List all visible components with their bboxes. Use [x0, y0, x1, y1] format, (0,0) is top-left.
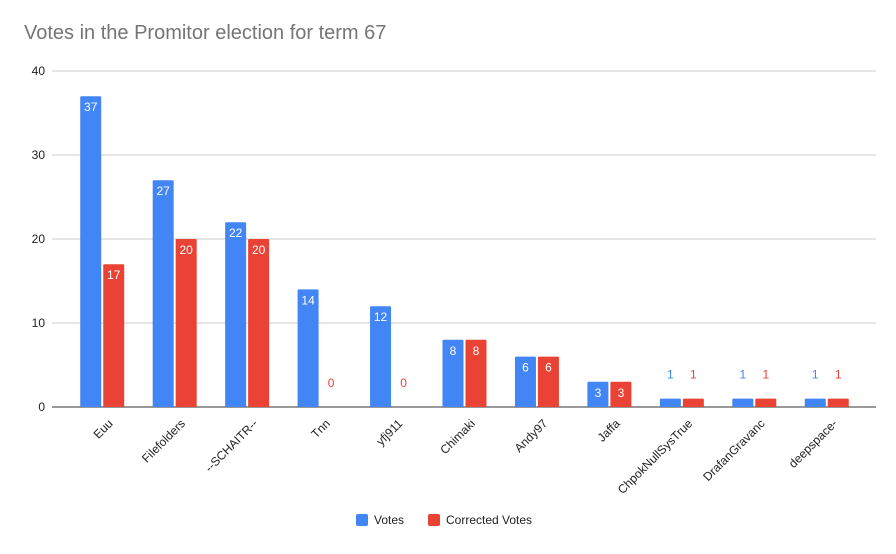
data-label: 1	[812, 368, 819, 382]
x-tick-label: Filefolders	[139, 416, 188, 465]
legend-swatch-corrected-votes	[428, 514, 440, 526]
data-label: 1	[739, 368, 746, 382]
data-label: 1	[667, 368, 674, 382]
y-tick-label: 30	[32, 148, 46, 162]
bar-votes	[587, 381, 609, 407]
x-tick-label: deepspace-	[786, 416, 840, 470]
bar-votes	[225, 222, 247, 407]
bar-corrected-votes	[103, 264, 125, 407]
legend-label-votes: Votes	[374, 513, 405, 527]
data-label: 27	[157, 184, 171, 198]
x-tick-label: Andy97	[512, 416, 551, 455]
data-label: 17	[107, 268, 121, 282]
bar-votes	[442, 339, 464, 407]
data-label: 1	[835, 368, 842, 382]
data-label: 1	[690, 368, 697, 382]
data-label: 8	[473, 344, 480, 358]
bar-corrected-votes	[755, 398, 777, 407]
bar-corrected-votes	[465, 339, 487, 407]
bar-votes	[370, 306, 392, 407]
x-tick-label: DrafanGravanc	[700, 416, 767, 483]
data-label: 37	[84, 100, 98, 114]
bar-corrected-votes	[175, 239, 197, 407]
x-tick-label: Jaffa	[595, 416, 623, 444]
y-tick-label: 40	[32, 64, 46, 78]
x-tick-label: Euu	[91, 416, 116, 441]
bar-votes	[659, 398, 681, 407]
y-tick-label: 0	[38, 400, 45, 414]
legend-item-votes[interactable]: Votes	[356, 513, 404, 527]
legend-swatch-votes	[356, 514, 368, 526]
data-label: 0	[400, 376, 407, 390]
bar-votes	[80, 96, 102, 407]
x-tick-label: Tnn	[308, 416, 333, 441]
data-label: 6	[522, 361, 529, 375]
x-tick-label: yfj911	[373, 416, 405, 448]
legend-item-corrected-votes[interactable]: Corrected Votes	[428, 513, 532, 527]
bar-corrected-votes	[827, 398, 849, 407]
x-tick-label: Chimaki	[437, 416, 478, 457]
data-label: 1	[762, 368, 769, 382]
data-label: 6	[545, 361, 552, 375]
bar-votes	[804, 398, 826, 407]
bar-corrected-votes	[610, 381, 632, 407]
bar-votes	[514, 356, 536, 407]
x-tick-label: --SCHAITR--	[202, 416, 260, 474]
data-label: 22	[229, 226, 243, 240]
data-label: 20	[252, 243, 266, 257]
bar-votes	[297, 289, 319, 407]
data-label: 12	[374, 310, 388, 324]
bar-votes	[732, 398, 754, 407]
chart-title: Votes in the Promitor election for term …	[24, 22, 387, 44]
data-label: 0	[328, 376, 335, 390]
data-label: 3	[618, 386, 625, 400]
data-label: 14	[301, 293, 315, 307]
data-label: 20	[180, 243, 194, 257]
bar-corrected-votes	[248, 239, 270, 407]
y-tick-label: 10	[32, 316, 46, 330]
bar-corrected-votes	[682, 398, 704, 407]
bar-votes	[152, 180, 174, 407]
data-label: 3	[595, 386, 602, 400]
data-label: 8	[450, 344, 457, 358]
y-tick-label: 20	[32, 232, 46, 246]
x-tick-label: ChpokNullSysTrue	[615, 416, 696, 497]
legend-label-corrected-votes: Corrected Votes	[446, 513, 533, 527]
bar-corrected-votes	[537, 356, 559, 407]
